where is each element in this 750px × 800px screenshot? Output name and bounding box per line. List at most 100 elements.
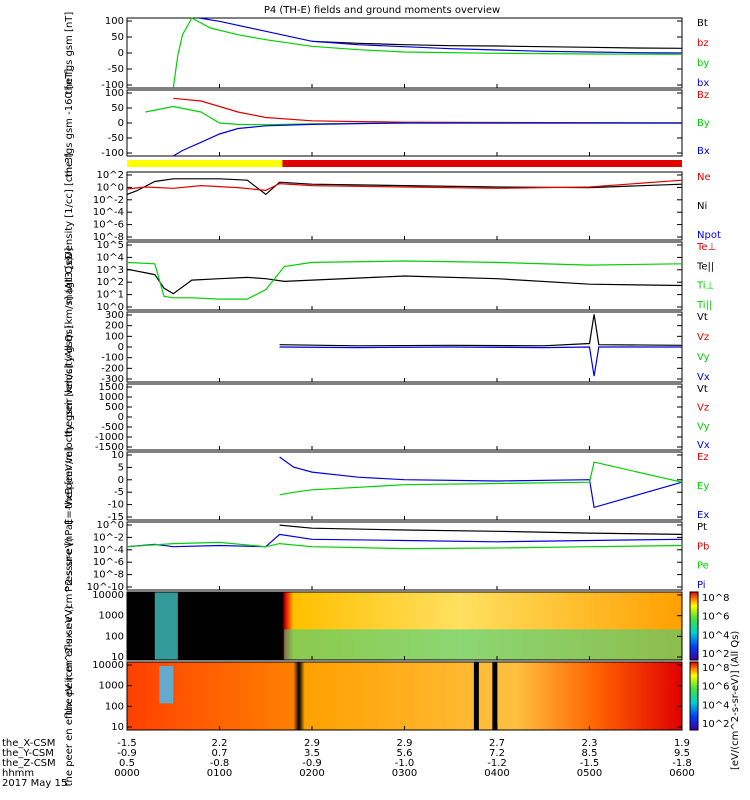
y-tick-label: -200: [101, 363, 124, 374]
x-row-value: 0.5: [119, 758, 135, 769]
y-axis-label: magt3 [eV]: [64, 248, 75, 305]
y-tick-label: -1500: [95, 442, 124, 453]
legend-entry: Vt: [697, 312, 708, 323]
x-row-value: 2.9: [397, 738, 413, 749]
series-line-pi: [126, 533, 683, 548]
heatmap-low-energy: [284, 629, 682, 660]
y-tick-label: 50: [111, 103, 124, 114]
x-row-value: 8.5: [582, 748, 598, 759]
legend-entry: Bx: [697, 146, 710, 157]
series-line-ey: [279, 461, 683, 496]
panel-1: 100 50 0 -50 -100 the fgs gsm [nT] Bt bz by bx: [64, 12, 709, 95]
legend-entry: Ne: [697, 172, 711, 183]
colorbar-tick: 10^2: [702, 649, 729, 660]
legend-entry: Vx: [697, 372, 710, 383]
y-tick-label: 10^-6: [93, 557, 124, 568]
y-tick-label: 0: [118, 475, 124, 486]
mode-bar-slow: [127, 160, 283, 167]
y-tick-label: 1000: [99, 392, 124, 403]
legend-entry: bz: [697, 38, 709, 49]
legend-entry: Te||: [696, 261, 714, 272]
colorbar-scale: [689, 661, 699, 731]
y-tick-label: 10^5: [97, 240, 124, 251]
legend-entry: Vy: [697, 352, 710, 363]
legend-entry: by: [697, 58, 709, 69]
y-tick-label: 1000: [99, 681, 124, 692]
colorbar-tick: 10^4: [702, 700, 729, 711]
y-tick-label: 500: [105, 402, 124, 413]
y-tick-label: 0: [118, 118, 124, 129]
y-tick-label: 10^4: [97, 252, 124, 263]
y-tick-label: -300: [101, 374, 124, 385]
y-tick-label: 10^-8: [93, 570, 124, 581]
x-row-value: 0500: [577, 768, 602, 779]
colorbar-tick: 10^8: [702, 663, 729, 674]
x-row-value: 0200: [299, 768, 324, 779]
legend-entry: Ey: [697, 481, 709, 492]
series-line-pt: [279, 524, 683, 535]
figure-title: P4 (TH-E) fields and ground moments over…: [264, 5, 500, 16]
y-tick-label: -10: [108, 500, 124, 511]
x-row-value: 0300: [392, 768, 417, 779]
y-tick-label: 100: [105, 701, 124, 712]
series-line-vt: [279, 314, 683, 347]
colorbar-tick: 10^6: [702, 612, 729, 623]
legend-entry: Ez: [697, 452, 709, 463]
y-tick-label: 1000: [99, 611, 124, 622]
x-row-value: 9.5: [674, 748, 690, 759]
y-tick-label: -100: [101, 353, 124, 364]
panel-7: 105 0-5 -10-15 E=-VxB [mV/m] Ez Ey Ex: [64, 447, 709, 525]
series-line-ti||: [126, 260, 683, 300]
y-tick-label: -500: [101, 422, 124, 433]
x-row-label: the_Z-CSM: [2, 758, 56, 769]
y-tick-label: -1000: [95, 432, 124, 443]
x-axis-labels: the_X-CSM -1.5 2.2 2.9 2.9 2.7 2.3 1.9 the_Y-CSM…: [2, 738, 695, 779]
y-tick-label: 10^2: [97, 170, 124, 181]
series-line-vx: [279, 346, 682, 377]
panel-3: 10^210^0 10^-210^-4 10^-610^-8 Density [1/c…: [64, 153, 721, 259]
y-tick-label: -15: [108, 512, 124, 523]
panel-9: 10000 1000 100 10 the peir en eflux eV (cm^2…: [64, 537, 683, 715]
y-tick-label: 10^-4: [93, 545, 124, 556]
x-row-value: 7.2: [489, 748, 505, 759]
series-line-pe: [126, 541, 683, 550]
date-label: 2017 May 15: [2, 778, 67, 789]
y-axis-label: the peer velocity gsm [km/s] (All Qs): [64, 325, 75, 509]
legend-entry: Ex: [697, 510, 709, 521]
y-tick-label: 10^-2: [93, 195, 124, 206]
mode-bar-fast: [282, 160, 682, 167]
series-line-te||: [126, 268, 683, 295]
colorbar-label-group: [eV/(cm^2-s-sr-eV)] (All Qs): [730, 631, 741, 770]
x-row-value: 0400: [484, 768, 509, 779]
y-tick-label: 300: [105, 310, 124, 321]
colorbar-scale: [689, 591, 699, 661]
y-tick-label: 0: [118, 412, 124, 423]
x-row-value: -0.8: [210, 758, 230, 769]
x-row-value: 0.7: [212, 748, 228, 759]
legend-entry: By: [697, 118, 710, 129]
heatmap-gap-2: [492, 662, 498, 730]
y-tick-label: 10000: [92, 590, 124, 601]
y-tick-label: 10^-8: [93, 232, 124, 243]
series-line-by: [172, 17, 683, 89]
series-line-bx: [199, 17, 683, 54]
legend-entry: Ni: [697, 201, 707, 212]
x-row-value: -0.9: [117, 748, 137, 759]
legend-entry: Pb: [697, 541, 709, 552]
legend-entry: Vz: [697, 332, 709, 343]
y-tick-label: 10: [111, 450, 124, 461]
x-row-value: -1.0: [395, 758, 415, 769]
y-tick-label: 10: [111, 652, 124, 663]
y-tick-label: 0: [118, 48, 124, 59]
y-tick-label: 1500: [99, 382, 124, 393]
colorbar-1: 10^8 10^6 10^4 10^2: [689, 591, 729, 661]
y-tick-label: 10: [111, 722, 124, 733]
y-tick-label: -100: [101, 148, 124, 159]
series-line-ne: [126, 179, 683, 192]
legend-entry: Vy: [697, 421, 710, 432]
y-tick-label: 10^3: [97, 265, 124, 276]
heatmap-cold-band: [154, 592, 178, 660]
